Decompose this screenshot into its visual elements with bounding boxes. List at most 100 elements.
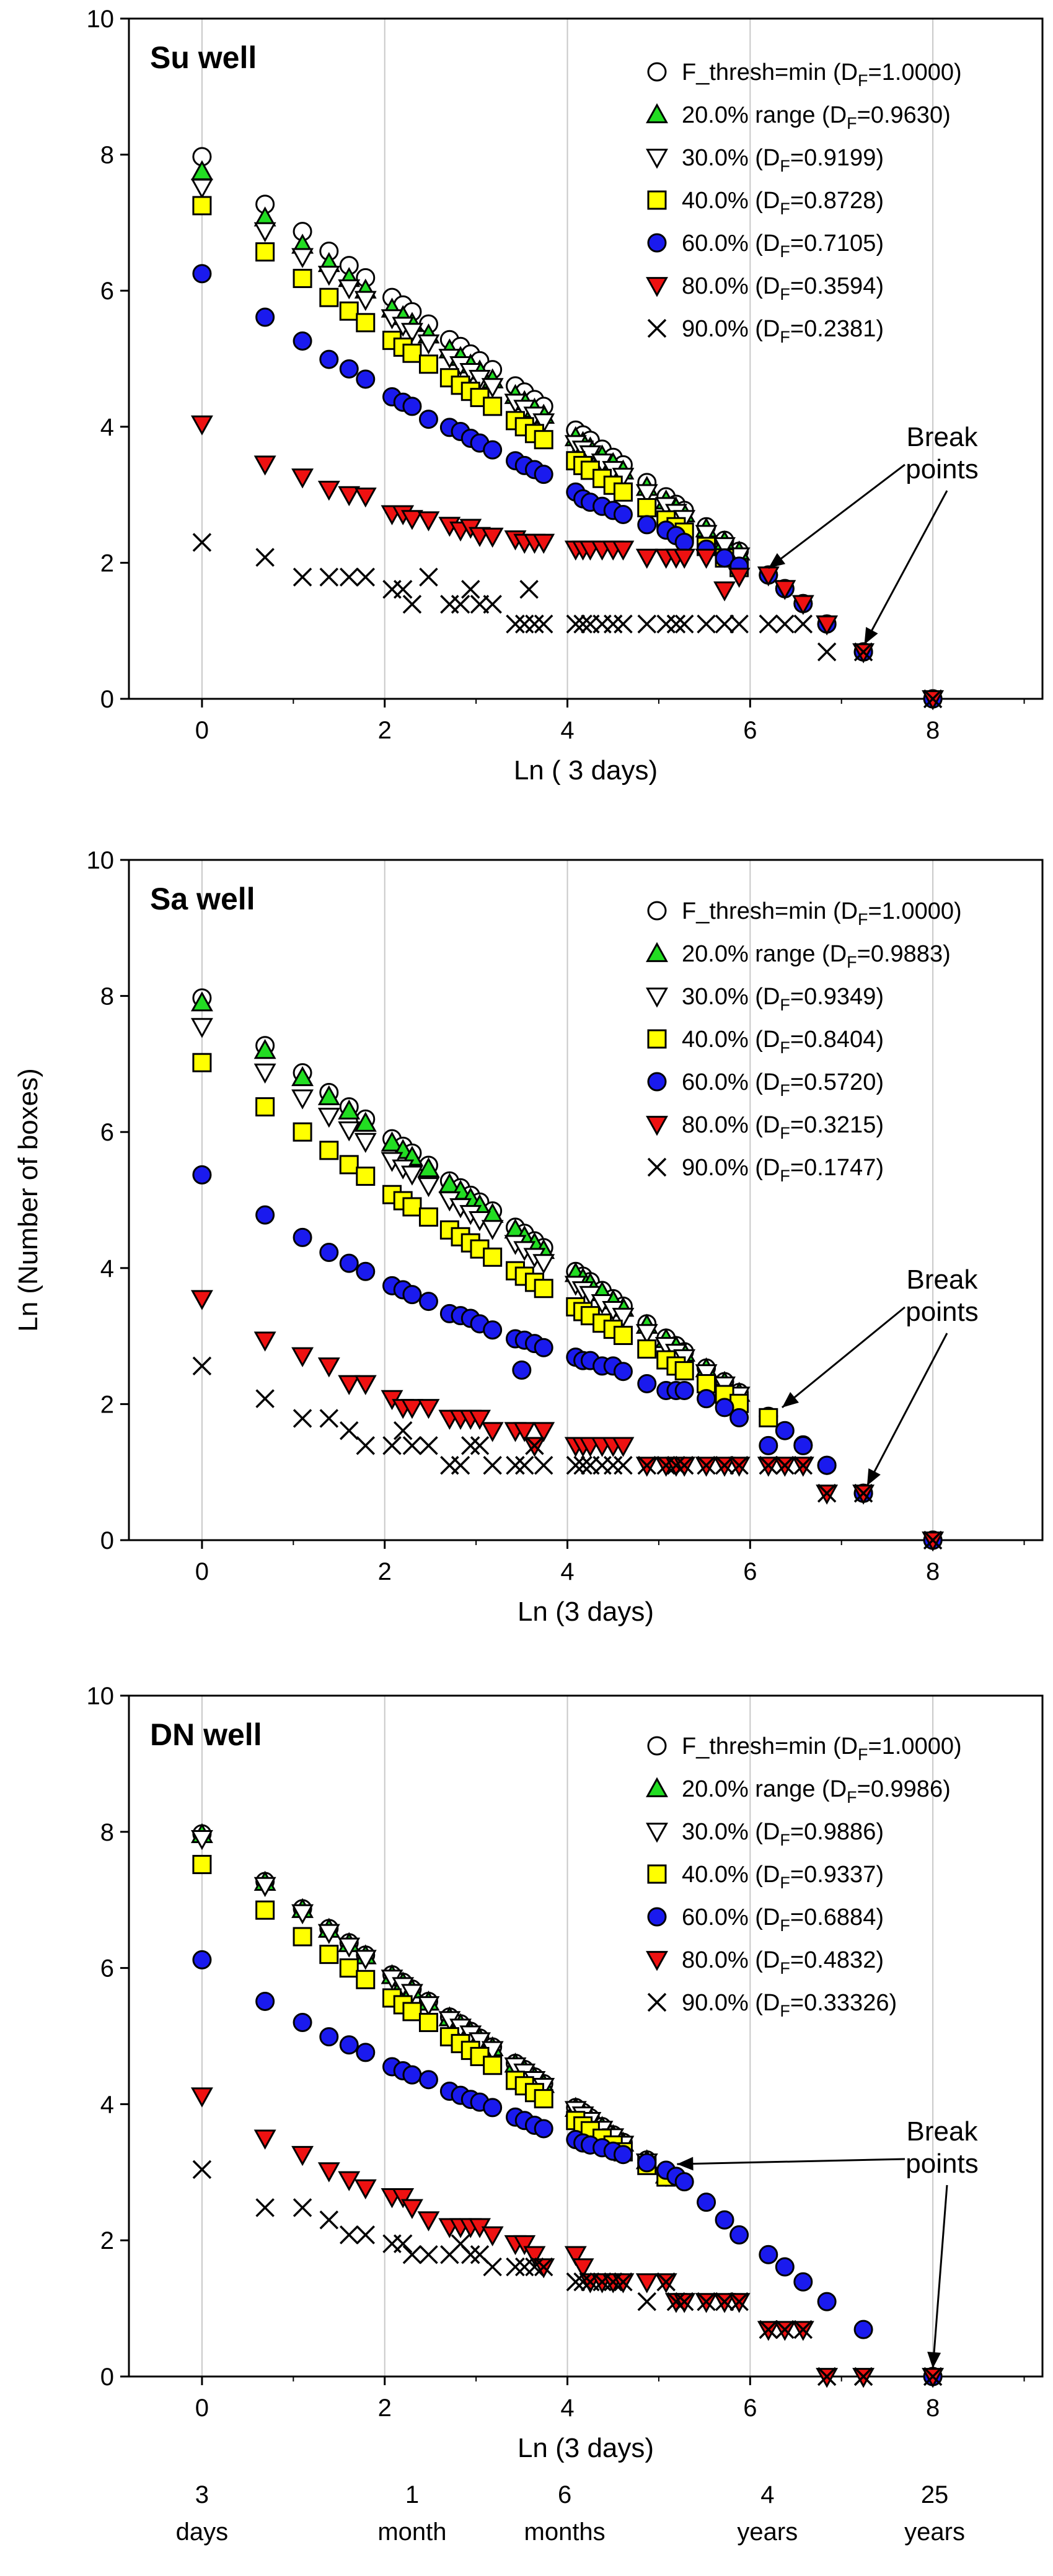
y-tick-label: 10 [87, 1683, 115, 1710]
legend-label: 80.0% (DF=0.3215) [682, 1112, 884, 1142]
x-tick-label: 0 [195, 2394, 209, 2422]
data-point [354, 1375, 377, 1395]
x-tick-label: 2 [378, 1558, 392, 1585]
data-point [793, 614, 813, 634]
legend: F_thresh=min (DF=1.0000) 20.0% range (DF=… [646, 1733, 962, 2020]
arrowhead [866, 1468, 881, 1486]
data-point [513, 2235, 536, 2256]
data-point [402, 396, 422, 416]
data-point [354, 1132, 377, 1154]
annotation-line-1: Break [907, 2116, 979, 2147]
data-point [637, 515, 657, 535]
data-point [317, 1924, 340, 1944]
data-point [635, 1324, 658, 1344]
data-point [637, 497, 657, 517]
y-tick-label: 2 [100, 2227, 114, 2254]
data-point [674, 2292, 694, 2311]
y-tick-label: 8 [100, 142, 114, 169]
data-point [637, 1339, 657, 1359]
data-point [534, 1279, 553, 1299]
data-point [419, 1436, 438, 1455]
legend-marker [647, 901, 667, 921]
data-point [339, 301, 359, 321]
data-point [695, 525, 718, 545]
x-tick-label: 6 [743, 2394, 757, 2422]
data-point [775, 614, 795, 634]
data-point [354, 1111, 377, 1132]
legend-label: 40.0% (DF=0.9337) [682, 1862, 884, 1892]
data-point [853, 2320, 873, 2339]
data-point [418, 410, 438, 429]
legend-label: F_thresh=min (DF=1.0000) [682, 1733, 962, 1764]
data-point [317, 1108, 340, 1128]
data-point [417, 334, 440, 355]
data-point [339, 1253, 359, 1273]
legend-marker [647, 1907, 667, 1927]
y-tick-label: 0 [100, 1527, 114, 1554]
data-point [923, 1530, 943, 1550]
annotation-line-1: Break [907, 1264, 979, 1295]
legend-label: 90.0% (DF=0.2381) [682, 316, 884, 346]
data-point [674, 1455, 694, 1475]
data-point [253, 1877, 276, 1898]
data-point [483, 1455, 502, 1475]
data-point [255, 1205, 275, 1225]
data-point [506, 2257, 525, 2277]
data-point [715, 2210, 734, 2230]
data-point [192, 2160, 212, 2180]
legend-marker [647, 1029, 667, 1049]
annotation-arrow [767, 463, 905, 569]
data-point [817, 1484, 837, 1503]
x-tick-label: 6 [743, 1558, 757, 1585]
data-point [293, 1409, 312, 1428]
x-tick-label: 2 [378, 2394, 392, 2422]
arrowhead [677, 2157, 694, 2171]
data-point [293, 1927, 312, 1947]
series-7 [192, 1356, 943, 1550]
data-point [356, 313, 376, 333]
data-point [319, 2210, 339, 2230]
series-3 [190, 1018, 751, 1407]
y-tick-label: 10 [87, 847, 115, 874]
data-point [339, 359, 359, 379]
data-point [728, 567, 751, 588]
data-point [635, 548, 658, 569]
data-point [402, 595, 422, 614]
data-point [418, 1292, 438, 1312]
data-point [506, 614, 525, 634]
time-label-unit: month [377, 2518, 446, 2546]
time-label-unit: months [524, 2518, 606, 2546]
data-point [534, 2089, 553, 2109]
x-axis-label: Ln (3 days) [518, 1597, 654, 1627]
legend-label: 40.0% (DF=0.8404) [682, 1027, 884, 1057]
data-point [775, 1421, 795, 1440]
series-7 [192, 533, 943, 709]
data-point [417, 1177, 440, 1198]
arrowhead [782, 1391, 800, 1408]
data-point [461, 2245, 480, 2264]
data-point [400, 323, 423, 343]
data-point [400, 510, 423, 530]
data-point [451, 595, 470, 614]
data-point [417, 511, 440, 532]
data-point [564, 2246, 587, 2266]
data-point [532, 533, 555, 554]
data-point [354, 1950, 377, 1970]
data-point [697, 2193, 716, 2212]
x-tick-label: 2 [378, 717, 392, 744]
data-point [255, 1097, 275, 1117]
data-point [673, 548, 696, 569]
data-point [525, 1436, 544, 1455]
data-point [729, 1408, 749, 1427]
data-point [319, 1409, 339, 1428]
data-point [418, 2013, 438, 2033]
data-point [190, 2087, 213, 2108]
series-5 [192, 1950, 943, 2386]
data-point [534, 465, 553, 484]
data-point [695, 548, 718, 569]
data-point [255, 2198, 275, 2217]
data-point [525, 614, 544, 634]
data-point [666, 614, 686, 634]
data-point [190, 160, 213, 180]
